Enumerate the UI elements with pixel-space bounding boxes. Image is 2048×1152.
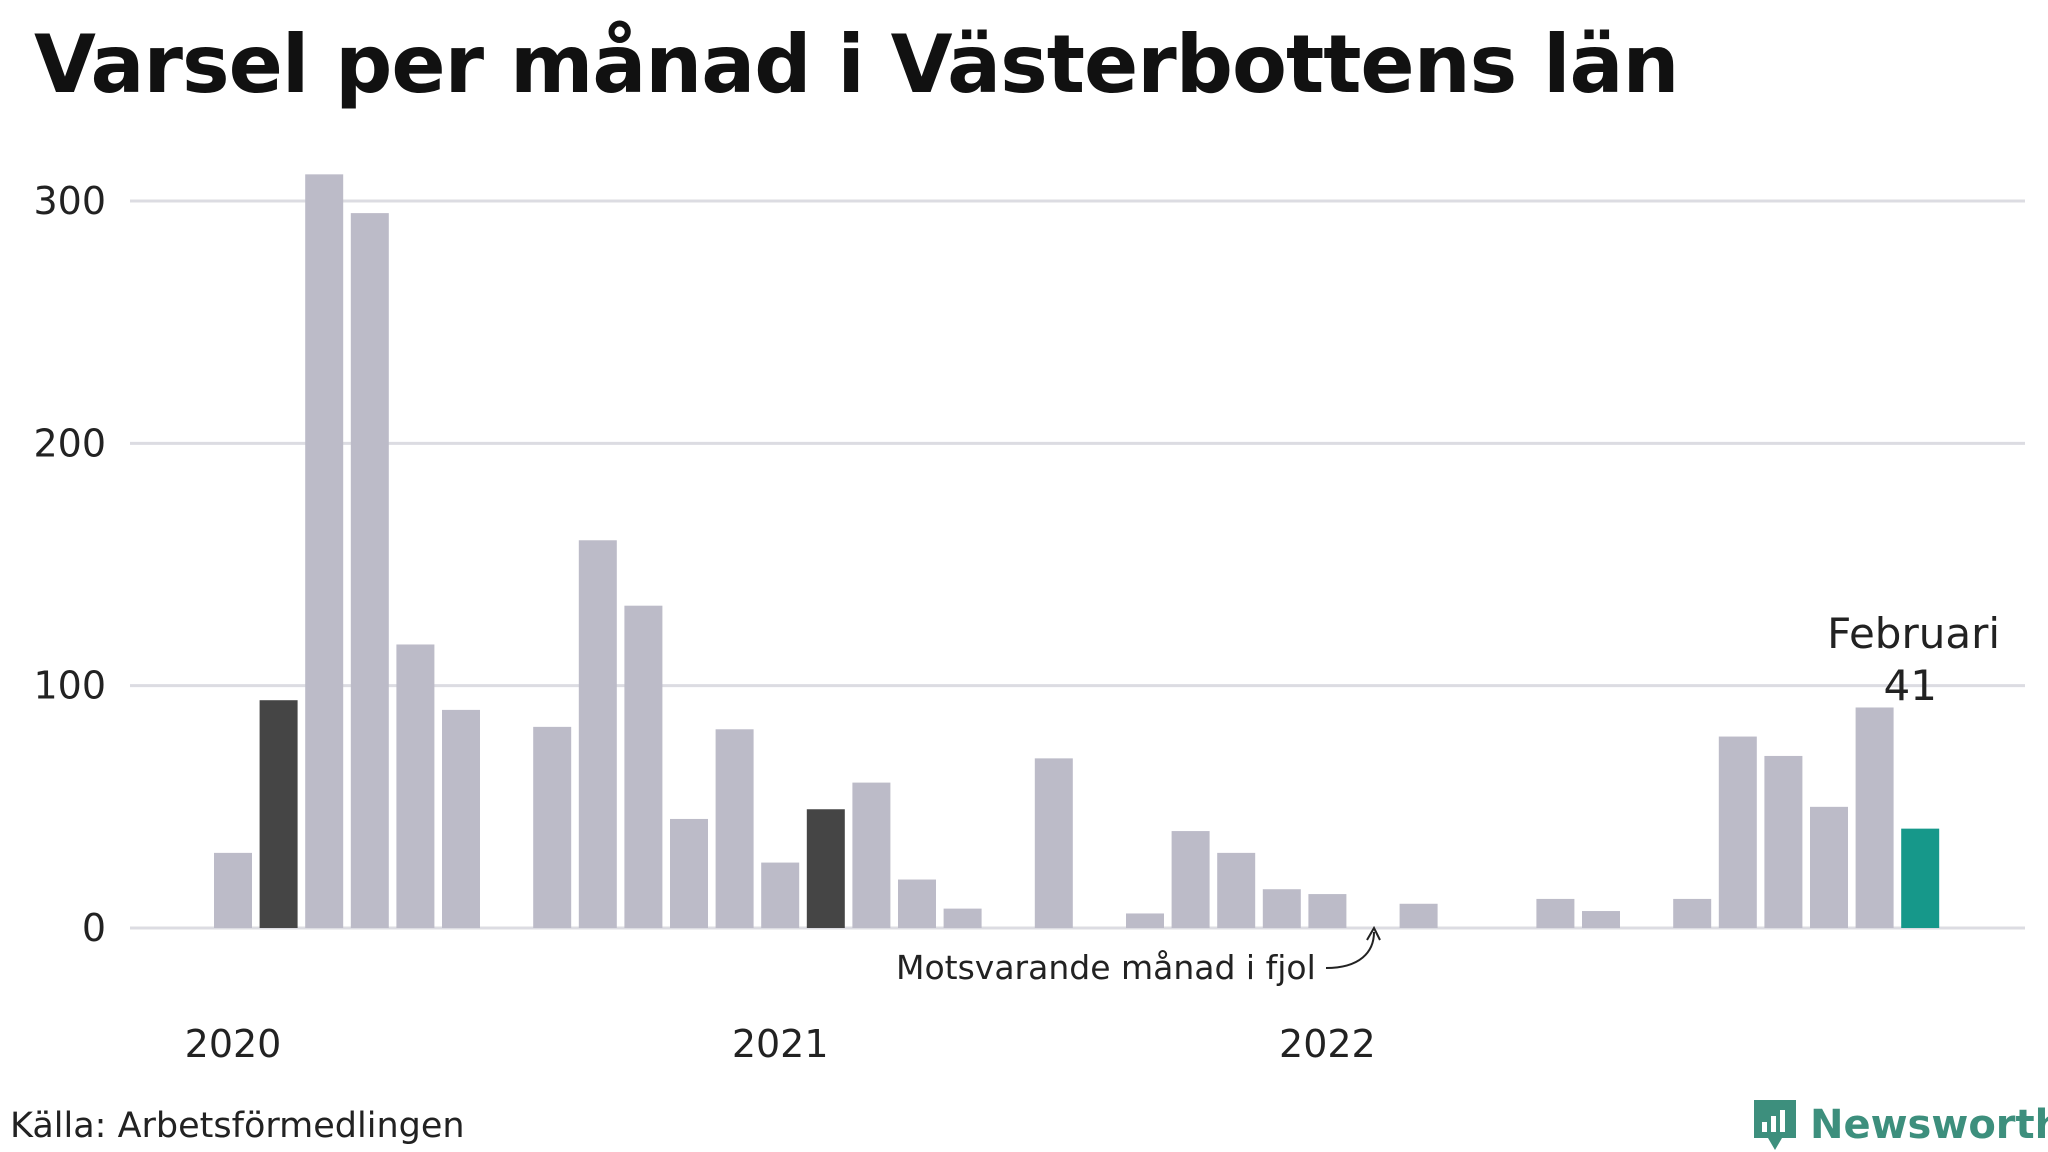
newsworthy-logo-icon [1754,1100,1796,1150]
x-axis-labels: 2020 2021 2022 [185,1022,1376,1066]
bars [214,174,1940,929]
bar-2022-12 [1810,806,1848,928]
brand-name: Newsworthy [1810,1102,2048,1148]
bar-2021-03 [852,782,891,928]
x-label-2022: 2022 [1279,1022,1376,1066]
bar-2022-01 [1308,894,1347,928]
bar-2020-06 [442,709,480,928]
bar-2021-10 [1171,831,1210,928]
newsworthy-logo: Newsworthy [1752,1098,2048,1152]
y-tick-label-100: 100 [33,664,106,708]
current-month-label: Februari [1827,609,2000,658]
x-label-2021: 2021 [732,1022,829,1066]
x-label-2020: 2020 [185,1022,282,1066]
bar-2020-04 [350,213,389,928]
bar-2021-04 [898,879,936,928]
bar-2023-01 [1855,707,1894,928]
bar-2020-08 [533,726,572,928]
bar-2021-01 [761,862,800,928]
y-tick-label-0: 0 [82,906,106,950]
bar-2021-07 [1034,758,1073,928]
bar-2020-09 [578,540,617,928]
bar-2022-09 [1673,898,1712,928]
y-tick-label-200: 200 [33,421,106,465]
bar-2020-10 [624,605,663,928]
chart-title: Varsel per månad i Västerbottens län [34,18,1679,111]
bar-2021-12 [1262,889,1301,928]
bar-2022-11 [1764,755,1803,928]
y-axis-ticks: 0 100 200 300 [33,179,106,950]
previous-month-annotation: Motsvarande månad i fjol [896,948,1316,987]
previous-month-arrow [1325,931,1375,969]
bar-2021-09 [1126,913,1164,928]
bar-2020-12 [715,729,754,928]
source-note: Källa: Arbetsförmedlingen [10,1106,465,1146]
bar-2020-11 [670,818,708,928]
bar-2020-03 [305,174,344,929]
bar-2022-07 [1582,911,1620,928]
annotations: Motsvarande månad i fjol Februari 41 [896,609,2000,987]
bar-2022-06 [1536,898,1575,928]
y-tick-label-300: 300 [33,179,106,223]
current-month-value: 41 [1884,661,1937,710]
bar-2022-10 [1718,736,1757,928]
bar-2021-05 [943,908,982,928]
bar-2021-02 [806,809,845,928]
bar-2023-02 [1901,828,1940,928]
bar-2022-03 [1399,903,1438,928]
previous-month-arrowhead [1366,925,1381,941]
bar-2020-02 [259,700,298,928]
bar-2021-11 [1217,852,1256,928]
bar-2020-05 [396,644,435,928]
bar-2020-01 [214,852,252,928]
